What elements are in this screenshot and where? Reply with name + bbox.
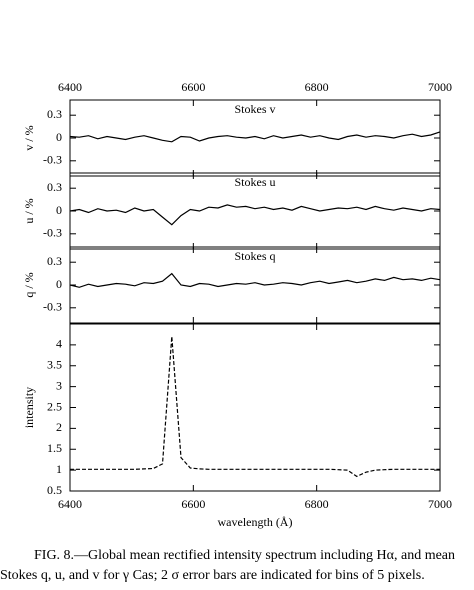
y-tick-label: 3.5 <box>47 358 62 372</box>
panel-title: Stokes u <box>234 175 275 189</box>
x-tick-label: 7000 <box>428 80 452 94</box>
x-tick-label: 6600 <box>181 497 205 511</box>
caption-line: FIG. 8.—Global mean rectified intensity … <box>34 548 456 563</box>
spectrum-line <box>69 204 441 226</box>
y-tick-label: 0 <box>56 203 62 217</box>
figure: -0.3 0 0.3 6400 6600 6800 7000 Stokes v v / % -0.… <box>22 80 452 529</box>
y-tick-label: -0.3 <box>43 226 62 240</box>
x-tick-label: 6600 <box>181 80 205 94</box>
y-axis-label: v / % <box>22 125 36 150</box>
y-tick-label: 4 <box>56 337 62 351</box>
y-tick-label: -0.3 <box>43 300 62 314</box>
y-axis-label: u / % <box>22 198 36 223</box>
y-tick-label: 1 <box>56 462 62 476</box>
y-tick-label: 0 <box>56 130 62 144</box>
y-tick-label: 0.3 <box>47 254 62 268</box>
y-tick-label: 0.3 <box>47 180 62 194</box>
y-tick-label: 3 <box>56 378 62 392</box>
x-tick-label: 6400 <box>58 497 82 511</box>
spectrum-line <box>70 336 440 478</box>
y-axis-label: q / % <box>22 272 36 297</box>
y-tick-label: 1.5 <box>47 441 62 455</box>
y-tick-label: 0.5 <box>47 483 62 497</box>
x-tick-label: 6400 <box>58 80 82 94</box>
spectrum-line <box>69 131 441 143</box>
y-tick-label: 2.5 <box>47 399 62 413</box>
y-tick-label: -0.3 <box>43 153 62 167</box>
x-axis-label: wavelength (Å) <box>218 515 293 529</box>
y-tick-label: 2 <box>56 420 62 434</box>
panel-title: Stokes v <box>234 102 275 116</box>
y-axis-label: intensity <box>22 387 36 428</box>
y-tick-label: 0 <box>56 277 62 291</box>
x-tick-label: 6800 <box>305 80 329 94</box>
y-tick-label: 0.3 <box>47 107 62 121</box>
spectrum-line <box>69 272 441 288</box>
panel-frame <box>69 323 441 492</box>
x-tick-label: 7000 <box>428 497 452 511</box>
panel-title: Stokes q <box>234 249 275 263</box>
x-tick-label: 6800 <box>305 497 329 511</box>
caption-line: Stokes q, u, and v for γ Cas; 2 σ error … <box>0 568 425 583</box>
